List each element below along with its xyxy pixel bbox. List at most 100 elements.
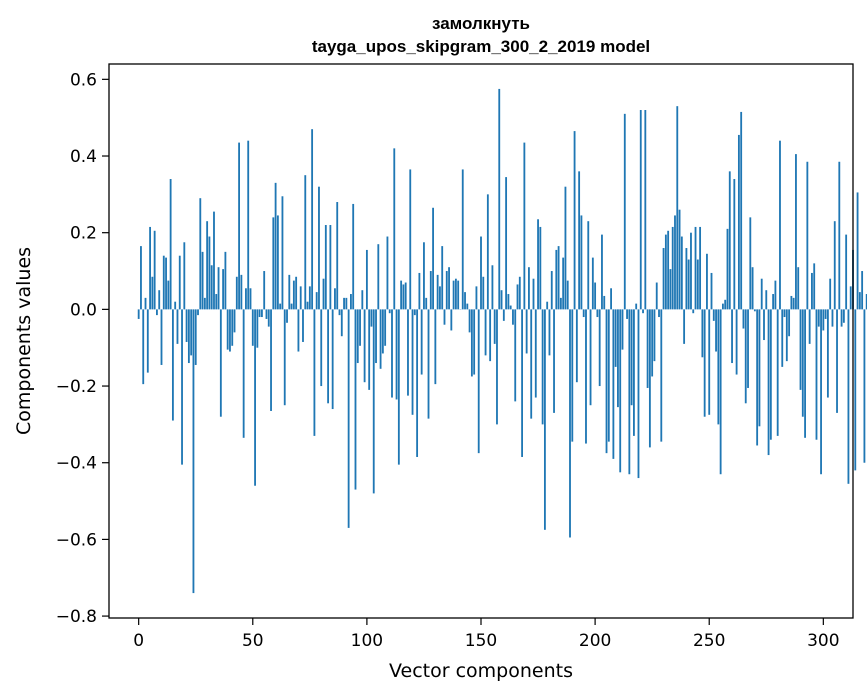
y-tick-label: −0.4	[56, 454, 97, 474]
bar	[671, 226, 674, 310]
bar	[550, 271, 553, 310]
bar	[751, 267, 754, 310]
bar	[434, 309, 437, 385]
bar	[690, 232, 692, 310]
bar	[662, 248, 665, 310]
bar	[842, 309, 845, 323]
bar	[299, 286, 302, 310]
bar	[443, 309, 446, 325]
bar	[395, 309, 398, 400]
bar	[598, 309, 601, 387]
bar	[413, 309, 416, 316]
x-axis-label: Vector components	[389, 660, 573, 682]
y-tick-label: −0.2	[56, 377, 97, 397]
bar	[238, 142, 240, 310]
bar	[423, 242, 425, 310]
bar	[192, 309, 195, 594]
bar	[441, 246, 444, 310]
bar	[865, 294, 867, 310]
bar	[655, 282, 658, 310]
bar	[347, 309, 350, 528]
bar	[372, 309, 375, 494]
bar	[137, 309, 140, 319]
bar	[201, 251, 204, 310]
bar	[350, 294, 352, 310]
bar	[694, 226, 697, 310]
bar	[429, 271, 432, 310]
bar	[297, 309, 300, 352]
bar	[744, 309, 747, 404]
bar	[658, 309, 660, 318]
bar	[863, 309, 866, 463]
bar	[708, 309, 711, 415]
bar	[365, 249, 368, 310]
bar	[203, 297, 206, 310]
bar	[256, 309, 259, 348]
bar	[153, 230, 156, 310]
bar	[683, 309, 686, 344]
bar	[418, 272, 421, 310]
bar	[537, 219, 539, 310]
bar	[569, 309, 571, 538]
bar	[336, 202, 339, 310]
bar	[158, 290, 161, 310]
bar	[740, 111, 743, 310]
bar	[543, 309, 546, 530]
bar	[559, 297, 562, 310]
bar	[226, 309, 229, 350]
bar	[327, 309, 330, 404]
bar	[731, 309, 733, 364]
bar	[553, 309, 555, 413]
bar	[861, 271, 864, 310]
bar	[758, 309, 761, 427]
bar	[676, 106, 679, 310]
bar	[470, 309, 473, 377]
bar	[411, 309, 414, 415]
bar	[742, 309, 745, 329]
bar	[261, 309, 263, 318]
bar	[475, 286, 478, 310]
bar	[792, 297, 795, 310]
bar	[696, 259, 699, 310]
bar	[692, 309, 695, 314]
y-tick-label: −0.6	[56, 530, 97, 550]
bar	[315, 292, 318, 310]
bar	[779, 140, 781, 310]
bar	[614, 309, 617, 367]
bar	[142, 309, 145, 385]
x-axis-ticks: 0 50 100 150 200 250 300	[133, 618, 840, 651]
bar	[591, 257, 594, 310]
bar	[505, 177, 508, 310]
bar	[555, 249, 558, 310]
bar	[797, 267, 800, 310]
bar	[334, 288, 336, 310]
bar	[667, 230, 670, 310]
bar	[486, 194, 489, 310]
bar	[776, 309, 779, 436]
bar	[338, 309, 341, 316]
bar	[660, 309, 663, 442]
bar	[404, 282, 407, 310]
bar	[402, 284, 405, 310]
bar	[712, 309, 715, 321]
bar	[270, 309, 272, 411]
bar	[847, 309, 850, 484]
bar	[345, 297, 348, 310]
bar	[532, 278, 535, 310]
bar	[854, 309, 857, 471]
bar	[813, 263, 816, 310]
bar	[815, 309, 818, 440]
bar	[480, 236, 482, 310]
bar	[644, 110, 647, 310]
bar	[295, 276, 298, 310]
bar	[541, 309, 544, 425]
chart-subtitle: tayga_upos_skipgram_300_2_2019 model	[312, 37, 650, 56]
bar	[231, 309, 234, 346]
bar	[219, 309, 222, 417]
bar	[587, 221, 590, 310]
bar	[678, 209, 681, 310]
bar	[272, 217, 275, 310]
bar	[722, 303, 724, 310]
bar	[525, 309, 528, 354]
